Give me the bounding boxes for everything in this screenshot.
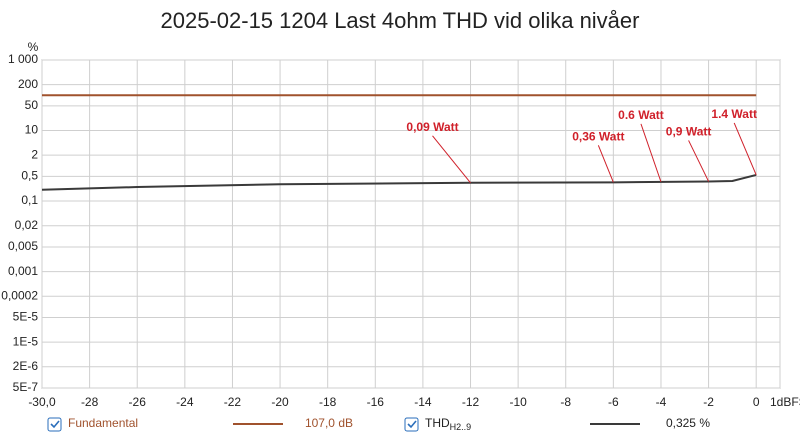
y-tick-label: 0,02 [15, 218, 39, 232]
x-tick-label: -20 [271, 395, 289, 409]
annotation-label: 0,09 Watt [406, 120, 458, 134]
legend-checkbox[interactable] [47, 417, 62, 432]
x-tick-label: 1dBFS [770, 395, 800, 409]
annotation-arrow [432, 135, 471, 184]
x-tick-label: -4 [656, 395, 667, 409]
y-tick-label: 1E-5 [13, 334, 39, 348]
plot-area [41, 59, 781, 389]
annotation-label: 0,36 Watt [572, 129, 624, 143]
y-tick-label: 50 [25, 98, 39, 112]
check-mark [50, 420, 60, 429]
legend-readout: 0,325 % [666, 416, 710, 430]
y-tick-label: 1 000 [8, 52, 38, 66]
annotation-arrow [688, 140, 710, 182]
annotation-arrow [597, 145, 614, 183]
x-tick-label: -16 [367, 395, 385, 409]
annotation-label: 1.4 Watt [711, 107, 757, 121]
annotation-arrow [640, 123, 662, 183]
y-tick-label: 0,0002 [1, 288, 38, 302]
y-tick-label: 0,001 [8, 264, 38, 278]
x-tick-label: 0 [753, 395, 760, 409]
annotation-label: 0,9 Watt [666, 125, 712, 139]
legend-readout: 107,0 dB [305, 416, 353, 430]
x-tick-label: -2 [703, 395, 714, 409]
x-tick-label: -22 [224, 395, 242, 409]
y-tick-label: 0,5 [21, 169, 38, 183]
legend-item[interactable]: THDH2..9 0,325 % [404, 416, 710, 432]
x-tick-label: -30,0 [28, 395, 56, 409]
x-tick-label: -24 [176, 395, 194, 409]
y-unit: % [28, 40, 39, 54]
x-tick-label: -14 [414, 395, 432, 409]
y-tick-label: 200 [18, 77, 38, 91]
legend-name: Fundamental [68, 416, 138, 430]
legend-subscript: H2..9 [450, 422, 472, 432]
x-tick-label: -6 [608, 395, 619, 409]
y-tick-label: 5E-5 [13, 310, 39, 324]
chart-title: 2025-02-15 1204 Last 4ohm THD vid olika … [161, 8, 640, 33]
x-tick-label: -10 [509, 395, 527, 409]
y-tick-label: 0,1 [21, 193, 38, 207]
legend-name: THD [425, 416, 450, 430]
x-tick-label: -18 [319, 395, 337, 409]
legend-checkbox[interactable] [404, 417, 419, 432]
x-tick-label: -26 [129, 395, 147, 409]
legend-label: THDH2..9 [425, 416, 471, 432]
annotation-arrow [733, 122, 757, 176]
check-mark [407, 420, 417, 429]
y-tick-label: 2E-6 [13, 359, 39, 373]
y-tick-label: 5E-7 [13, 380, 39, 394]
y-tick-label: 0,005 [8, 239, 38, 253]
legend-item[interactable]: Fundamental 107,0 dB [47, 416, 353, 432]
x-tick-label: -12 [462, 395, 480, 409]
y-tick-label: 10 [25, 123, 39, 137]
x-tick-label: -28 [81, 395, 99, 409]
x-tick-label: -8 [560, 395, 571, 409]
legend-label: Fundamental [68, 416, 138, 430]
annotation-label: 0.6 Watt [618, 108, 664, 122]
series-line [41, 173, 757, 191]
y-tick-label: 2 [31, 147, 38, 161]
